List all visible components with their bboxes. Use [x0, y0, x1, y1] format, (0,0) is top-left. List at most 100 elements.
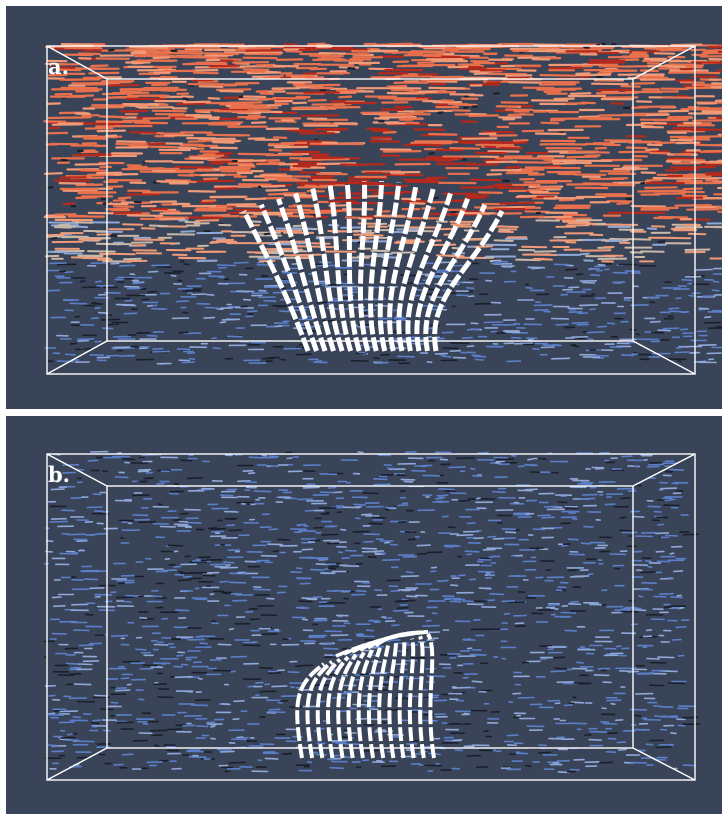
vector-glyph — [122, 458, 136, 461]
vector-glyph — [195, 110, 211, 114]
streamline — [414, 197, 470, 352]
vector-glyph — [643, 458, 648, 462]
vector-glyph — [596, 325, 608, 328]
vector-glyph — [405, 571, 414, 574]
vector-glyph — [492, 490, 506, 494]
vector-glyph — [454, 749, 464, 752]
vector-glyph — [125, 594, 141, 597]
vector-glyph — [242, 469, 254, 473]
vector-glyph — [449, 147, 481, 150]
vector-glyph — [127, 165, 148, 169]
vector-glyph — [260, 184, 286, 188]
vector-glyph — [432, 276, 441, 279]
vector-glyph — [515, 195, 537, 198]
vector-glyph — [253, 588, 271, 591]
vector-glyph — [657, 656, 675, 659]
vector-glyph — [61, 509, 75, 512]
vector-glyph — [79, 115, 92, 119]
vector-glyph — [290, 253, 322, 257]
vector-glyph — [112, 199, 126, 202]
vector-glyph — [301, 548, 314, 551]
vector-glyph — [292, 165, 311, 168]
vector-glyph — [177, 146, 197, 150]
vector-glyph — [301, 618, 309, 621]
vector-glyph — [649, 320, 661, 323]
vector-glyph — [567, 538, 579, 541]
vector-glyph — [264, 757, 279, 760]
vector-glyph — [132, 281, 143, 285]
vector-glyph — [344, 549, 357, 552]
vector-glyph — [466, 345, 475, 348]
vector-glyph — [478, 191, 503, 194]
vector-glyph — [446, 722, 461, 726]
vector-glyph — [468, 578, 477, 581]
vector-glyph — [694, 143, 722, 147]
vector-glyph — [625, 146, 648, 150]
vector-glyph — [597, 71, 613, 75]
vector-glyph — [209, 64, 239, 68]
vector-glyph — [579, 497, 596, 500]
vector-glyph — [353, 233, 372, 236]
vector-glyph — [361, 581, 371, 584]
vector-glyph — [438, 488, 456, 491]
vector-glyph — [634, 535, 653, 538]
vector-glyph — [571, 517, 578, 520]
vector-glyph — [382, 130, 397, 134]
vector-glyph — [682, 187, 703, 191]
vector-glyph — [259, 92, 275, 96]
vector-glyph — [466, 328, 480, 331]
vector-glyph — [677, 284, 687, 288]
vector-glyph — [563, 704, 574, 707]
vector-glyph — [644, 559, 652, 563]
vector-glyph — [87, 459, 99, 462]
vector-glyph — [650, 331, 665, 334]
vector-glyph — [263, 232, 271, 236]
vector-glyph — [533, 250, 557, 253]
vector-glyph — [146, 334, 158, 337]
streamline — [346, 651, 366, 759]
vector-glyph — [196, 488, 211, 491]
vector-glyph — [684, 248, 711, 251]
vector-glyph — [268, 455, 280, 458]
vector-glyph — [511, 161, 550, 164]
vector-glyph — [620, 354, 635, 357]
vector-glyph — [457, 574, 466, 577]
streamline — [366, 647, 382, 759]
vector-glyph — [595, 43, 601, 47]
vector-glyph — [192, 71, 219, 75]
vector-glyph — [386, 84, 408, 88]
vector-glyph — [110, 262, 120, 265]
vector-glyph — [396, 355, 416, 358]
vector-glyph — [219, 165, 256, 169]
vector-glyph — [609, 345, 622, 349]
vector-glyph — [209, 146, 238, 150]
vector-glyph — [219, 321, 227, 324]
vector-glyph — [463, 106, 469, 110]
vector-glyph — [202, 177, 219, 181]
vector-glyph — [406, 180, 442, 184]
vector-glyph — [442, 355, 452, 358]
vector-glyph — [648, 684, 665, 687]
vector-glyph — [391, 51, 407, 55]
vector-glyph — [670, 732, 677, 735]
vector-glyph — [313, 526, 324, 529]
vector-glyph — [616, 202, 630, 205]
vector-glyph — [210, 737, 216, 740]
vector-glyph — [196, 179, 235, 183]
vector-glyph — [683, 165, 717, 169]
vector-glyph — [298, 600, 313, 603]
vector-glyph — [465, 194, 487, 198]
vector-glyph — [513, 322, 521, 325]
vector-glyph — [644, 186, 678, 189]
vector-glyph — [674, 351, 691, 354]
vector-glyph — [377, 608, 383, 611]
vector-glyph — [493, 239, 514, 242]
vector-glyph — [319, 88, 327, 92]
vector-glyph — [90, 317, 100, 320]
vector-glyph — [588, 738, 602, 742]
vector-glyph — [187, 638, 205, 641]
vector-glyph — [424, 764, 442, 767]
streamline — [326, 655, 350, 759]
vector-glyph — [550, 357, 571, 360]
vector-glyph — [176, 102, 206, 106]
